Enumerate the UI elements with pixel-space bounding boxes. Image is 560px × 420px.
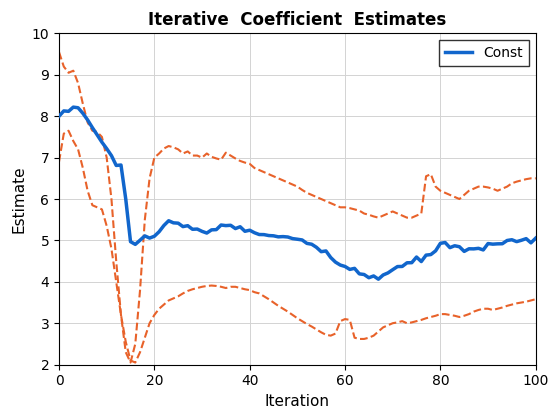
Const [533,236,539,241]
Const [375,277,382,282]
Const [423,252,430,257]
Y-axis label: Estimate: Estimate [11,165,26,233]
Const [399,264,405,269]
Const [70,105,77,110]
Title: Iterative  Coefficient  Estimates: Iterative Coefficient Estimates [148,11,446,29]
Const [347,267,353,272]
Const [55,114,62,119]
Const [180,224,186,229]
Legend: Const: Const [439,40,529,66]
Const [94,132,100,137]
Const [279,234,286,239]
X-axis label: Iteration: Iteration [265,394,330,409]
Line: Const: Const [59,107,536,279]
